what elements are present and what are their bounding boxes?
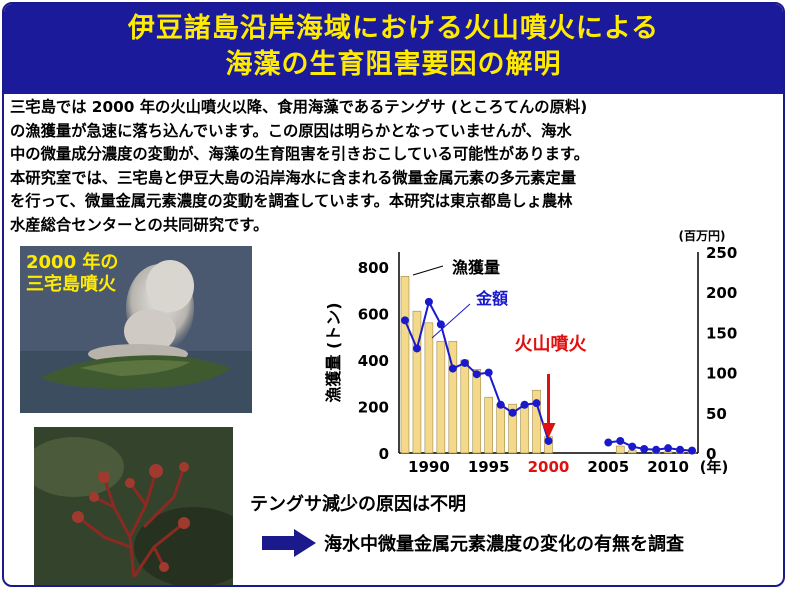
right-tick-label: 200 <box>706 284 737 302</box>
catch-bar <box>400 275 410 454</box>
value-point <box>424 297 433 306</box>
x-tick-label: 1995 <box>468 458 510 476</box>
catch-bar <box>532 389 541 454</box>
value-point <box>448 364 457 373</box>
intro-line: を行って、微量金属元素濃度の変動を調査しています。本研究は東京都島しょ農林 <box>10 192 573 210</box>
x-tick-label: 2000 <box>528 458 570 476</box>
x-axis-unit: (年) <box>700 458 729 476</box>
right-axis-unit: (百万円) <box>679 229 726 243</box>
intro-line: 本研究室では、三宅島と伊豆大島の沿岸海水に含まれる微量金属元素の多元素定量 <box>10 168 576 187</box>
value-point <box>652 445 661 454</box>
catch-bar <box>484 396 493 454</box>
catch-bar <box>448 341 458 454</box>
intro-paragraph: 三宅島では 2000 年の火山噴火以降、食用海藻であるテングサ (ところてんの原… <box>10 96 780 237</box>
left-tick-label: 200 <box>358 399 389 417</box>
photo-caption-line-2: 三宅島噴火 <box>26 273 117 295</box>
catch-bar <box>508 403 517 454</box>
catch-bar <box>520 403 529 454</box>
intro-line: 水産総合センターとの共同研究です。 <box>10 215 269 234</box>
line-series-label: 金額 <box>475 289 508 308</box>
eruption-illustration: 2000 年の 三宅島噴火 <box>20 246 252 413</box>
catch-bar <box>436 341 446 454</box>
value-point <box>628 442 637 451</box>
value-point <box>688 446 697 455</box>
value-point <box>400 316 409 325</box>
x-tick-label: 2010 <box>647 458 689 476</box>
value-point <box>604 438 613 447</box>
bar-series-label: 漁獲量 <box>452 258 500 277</box>
left-tick-label: 400 <box>358 352 389 370</box>
left-tick-label: 800 <box>358 259 389 277</box>
left-axis-label: 漁獲量 (トン) <box>324 302 343 402</box>
catch-bar <box>627 450 637 454</box>
value-point <box>544 436 553 445</box>
value-point <box>460 358 469 367</box>
left-tick-label: 0 <box>379 445 389 463</box>
photo-caption-line-1: 2000 年の <box>26 251 118 273</box>
catch-bar <box>460 359 470 454</box>
value-point <box>676 445 685 454</box>
catch-bar <box>424 322 434 454</box>
catch-bar <box>496 403 505 454</box>
intro-line: 三宅島では 2000 年の火山噴火以降、食用海藻であるテングサ (ところてんの原… <box>10 98 588 116</box>
finding-text: テングサ減少の原因は不明 <box>250 494 466 515</box>
eruption-label: 火山噴火 <box>515 334 588 355</box>
catch-bar <box>412 310 422 454</box>
value-point <box>496 400 505 409</box>
bar-leader <box>412 265 444 276</box>
catch-value-chart: 800 600 400 200 0 250 200 150 100 50 0 (百万円) 1990 199… <box>315 226 785 476</box>
value-point <box>532 399 541 408</box>
title-line-2: 海藻の生育阻害要因の解明 <box>225 49 562 80</box>
value-point <box>472 370 481 379</box>
line-leader <box>431 303 471 339</box>
value-point <box>484 368 493 377</box>
approach-text: 海水中微量金属元素濃度の変化の有無を調査 <box>324 534 684 555</box>
value-point <box>640 444 649 453</box>
value-point <box>520 400 529 409</box>
value-point <box>436 320 445 329</box>
title-banner: 伊豆諸島沿岸海域における火山噴火による 海藻の生育阻害要因の解明 <box>4 4 783 94</box>
right-arrow-icon <box>262 529 316 557</box>
right-tick-label: 150 <box>706 324 737 342</box>
left-tick-label: 600 <box>358 306 389 324</box>
right-tick-label: 0 <box>706 445 716 463</box>
catch-bar <box>615 445 625 454</box>
seaweed-photo <box>34 427 233 585</box>
right-tick-label: 50 <box>706 405 727 423</box>
intro-line: 中の微量成分濃度の変動が、海藻の生育阻害を引きおこしている可能性があります。 <box>10 145 589 163</box>
right-tick-label: 100 <box>706 365 737 383</box>
value-point <box>508 408 517 417</box>
value-point <box>616 436 625 445</box>
value-point <box>412 344 421 353</box>
value-point <box>664 444 673 453</box>
eruption-arrow-head <box>541 423 556 438</box>
seaweed-illustration <box>34 427 233 585</box>
title-line-1: 伊豆諸島沿岸海域における火山噴火による <box>127 13 660 44</box>
x-tick-label: 1990 <box>408 458 450 476</box>
eruption-photo: 2000 年の 三宅島噴火 <box>20 246 252 413</box>
intro-line: の漁獲量が急速に落ち込んでいます。この原因は明らかとなっていませんが、海水 <box>10 121 572 140</box>
right-tick-label: 250 <box>706 244 737 262</box>
catch-bar <box>472 369 482 454</box>
x-tick-label: 2005 <box>587 458 629 476</box>
